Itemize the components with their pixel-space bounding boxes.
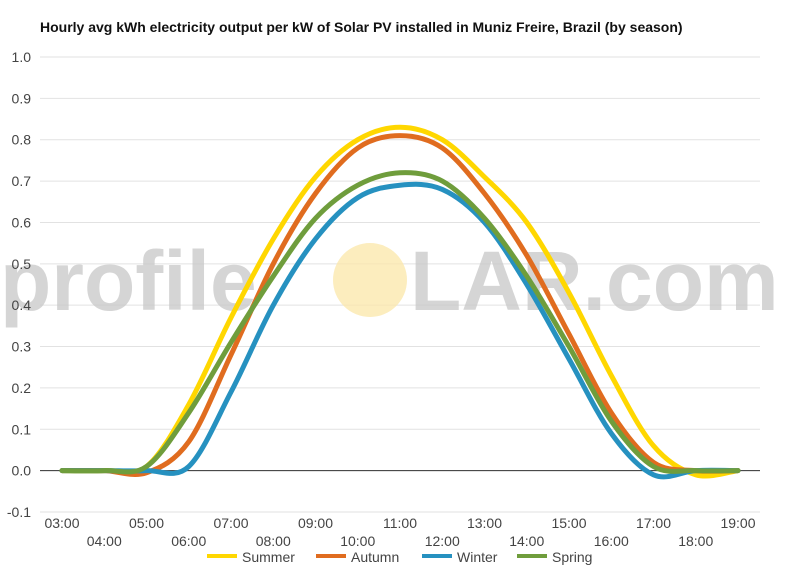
series-line-summer <box>59 124 741 479</box>
x-tick-label: 16:00 <box>594 533 629 549</box>
y-tick-label: 0.9 <box>12 90 32 106</box>
legend-label: Spring <box>552 549 593 565</box>
legend-item-winter: Winter <box>422 549 497 567</box>
legend-swatch <box>422 554 452 559</box>
x-tick-label: 19:00 <box>720 515 755 531</box>
legend-label: Winter <box>457 549 498 565</box>
y-tick-label: 0.2 <box>12 380 32 396</box>
x-tick-label: 04:00 <box>87 533 122 549</box>
series-line-spring <box>59 170 741 475</box>
y-tick-label: 0.6 <box>12 214 32 230</box>
x-tick-label: 08:00 <box>256 533 291 549</box>
x-axis-ticks: 03:00 04:00 05:00 06:00 07:00 08:00 09:00 10:00… <box>44 515 755 549</box>
x-tick-label: 09:00 <box>298 515 333 531</box>
legend-swatch <box>517 554 547 559</box>
series-line-winter <box>59 181 741 480</box>
legend-swatch <box>316 554 346 559</box>
y-axis-ticks: -0.1 0.0 0.1 0.2 0.3 0.4 0.5 0.6 0.7 0.8 0.9 1.0 <box>7 49 31 520</box>
legend-item-spring: Spring <box>517 549 592 567</box>
watermark-sun-icon <box>333 243 407 317</box>
legend-item-summer: Summer <box>207 549 295 567</box>
legend: Summer Autumn Winter Spring <box>0 549 800 569</box>
y-tick-label: 0.7 <box>12 173 32 189</box>
watermark-text-right: LAR.com <box>410 234 779 328</box>
y-tick-label: 0.5 <box>12 256 32 272</box>
y-tick-label: 0.1 <box>12 421 32 437</box>
x-tick-label: 11:00 <box>383 515 417 531</box>
x-tick-label: 14:00 <box>509 533 544 549</box>
y-tick-label: 0.8 <box>12 132 32 148</box>
legend-swatch <box>207 554 237 559</box>
y-tick-label: 1.0 <box>12 49 32 65</box>
legend-label: Autumn <box>351 549 400 565</box>
x-tick-label: 12:00 <box>425 533 460 549</box>
y-tick-label: 0.0 <box>12 463 32 479</box>
legend-label: Summer <box>242 549 295 565</box>
x-tick-label: 13:00 <box>467 515 502 531</box>
x-tick-label: 17:00 <box>636 515 671 531</box>
x-tick-label: 05:00 <box>129 515 164 531</box>
x-tick-label: 15:00 <box>551 515 586 531</box>
series-line-autumn <box>59 133 741 477</box>
y-tick-label: 0.3 <box>12 339 32 355</box>
x-tick-label: 18:00 <box>678 533 713 549</box>
x-tick-label: 07:00 <box>213 515 248 531</box>
legend-item-autumn: Autumn <box>316 549 399 567</box>
x-tick-label: 06:00 <box>171 533 206 549</box>
watermark: profile LAR.com <box>0 234 779 328</box>
x-tick-label: 10:00 <box>340 533 375 549</box>
y-tick-label: 0.4 <box>12 297 32 313</box>
x-tick-label: 03:00 <box>44 515 79 531</box>
y-tick-label: -0.1 <box>7 504 31 520</box>
watermark-text-left: profile <box>0 234 257 328</box>
series-lines <box>59 124 741 480</box>
chart-title: Hourly avg kWh electricity output per kW… <box>40 19 683 35</box>
